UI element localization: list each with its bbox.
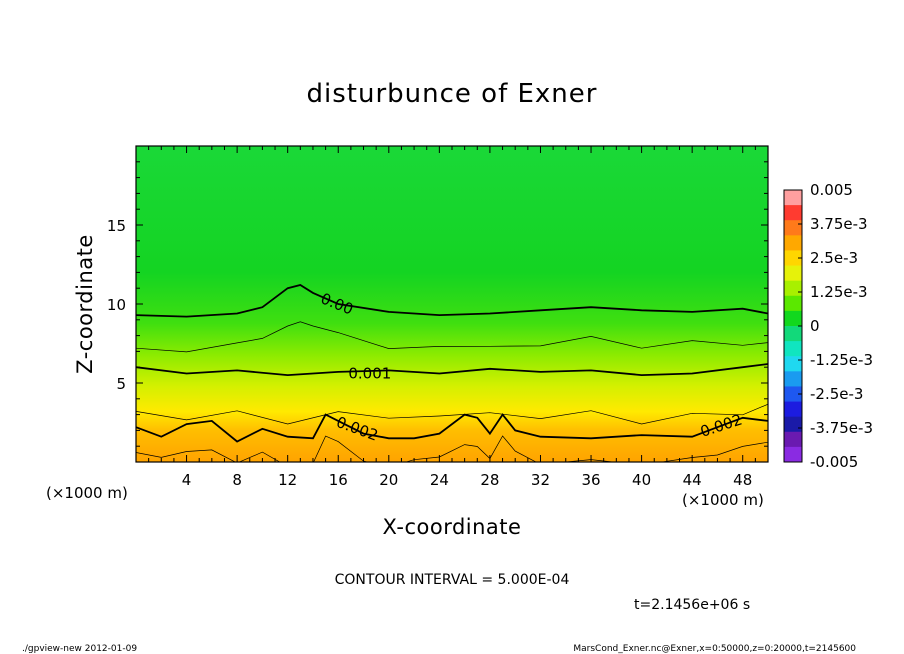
colorbar-label: 2.5e-3 <box>810 249 858 267</box>
colorbar-label: 1.25e-3 <box>810 283 868 301</box>
x-tick-label: 36 <box>581 471 600 489</box>
colorbar-label: -3.75e-3 <box>810 419 873 437</box>
colorbar-swatch <box>784 341 802 357</box>
colorbar-swatch <box>784 235 802 251</box>
field-background <box>136 146 768 462</box>
colorbar-label: -2.5e-3 <box>810 385 863 403</box>
colorbar-label: 0.005 <box>810 181 853 199</box>
x-tick-label: 8 <box>232 471 242 489</box>
colorbar-swatch <box>784 401 802 418</box>
colorbar-swatch <box>784 386 802 402</box>
y-tick-label: 10 <box>107 296 126 314</box>
footer-left: ./gpview-new 2012-01-09 <box>22 644 137 654</box>
colorbar-swatch <box>784 371 802 387</box>
x-tick-label: 4 <box>182 471 192 489</box>
colorbar-swatch <box>784 205 802 221</box>
x-tick-label: 28 <box>480 471 499 489</box>
colorbar-label: 0 <box>810 317 820 335</box>
colorbar-label: -0.005 <box>810 453 858 471</box>
time-stamp: t=2.1456e+06 s <box>634 597 750 613</box>
colorbar-swatch <box>784 295 802 312</box>
y-tick-label: 5 <box>116 375 126 393</box>
x-tick-label: 24 <box>430 471 449 489</box>
contour-line-minor-0 <box>136 321 768 353</box>
x-tick-label: 16 <box>329 471 348 489</box>
x-tick-label: 20 <box>379 471 398 489</box>
colorbar-swatch <box>784 326 802 342</box>
contour-label-1: 0.001 <box>348 365 391 383</box>
x-tick-label: 44 <box>683 471 702 489</box>
colorbar-swatch <box>784 220 802 236</box>
x-axis-label: X-coordinate <box>383 515 522 539</box>
colorbar-label: -1.25e-3 <box>810 351 873 369</box>
x-unit-right: (×1000 m) <box>682 491 764 509</box>
x-axis: 4 8 12 16 20 24 28 32 36 40 44 48 <box>148 146 756 489</box>
colorbar-swatch <box>784 280 802 297</box>
contour-line-0 <box>136 284 768 318</box>
colorbar-swatch <box>784 250 802 266</box>
x-tick-label: 12 <box>278 471 297 489</box>
colorbar: 0.005 3.75e-3 2.5e-3 1.25e-3 0 -1.25e-3 -2.5e-… <box>783 181 873 471</box>
colorbar-swatch <box>784 310 802 327</box>
footer-right: MarsCond_Exner.nc@Exner,x=0:50000,z=0:20… <box>573 644 856 654</box>
x-tick-label: 32 <box>531 471 550 489</box>
y-axis-label: Z-coordinate <box>73 234 97 374</box>
contour-line-1 <box>136 363 768 377</box>
x-tick-label: 40 <box>632 471 651 489</box>
colorbar-swatch <box>784 446 802 463</box>
y-tick-label: 15 <box>107 217 126 235</box>
colorbar-swatch <box>784 416 802 433</box>
contour-line-2 <box>136 413 768 443</box>
colorbar-swatch <box>784 190 802 206</box>
colorbar-swatch <box>784 356 802 372</box>
x-unit-left: (×1000 m) <box>46 484 128 502</box>
colorbar-swatch <box>784 265 802 282</box>
chart-title: disturbunce of Exner <box>307 79 598 109</box>
colorbar-swatch <box>784 431 802 448</box>
contour-interval-note: CONTOUR INTERVAL = 5.000E-04 <box>335 572 570 588</box>
colorbar-label: 3.75e-3 <box>810 215 868 233</box>
x-tick-label: 48 <box>733 471 752 489</box>
y-axis: 5 10 15 <box>107 161 768 447</box>
